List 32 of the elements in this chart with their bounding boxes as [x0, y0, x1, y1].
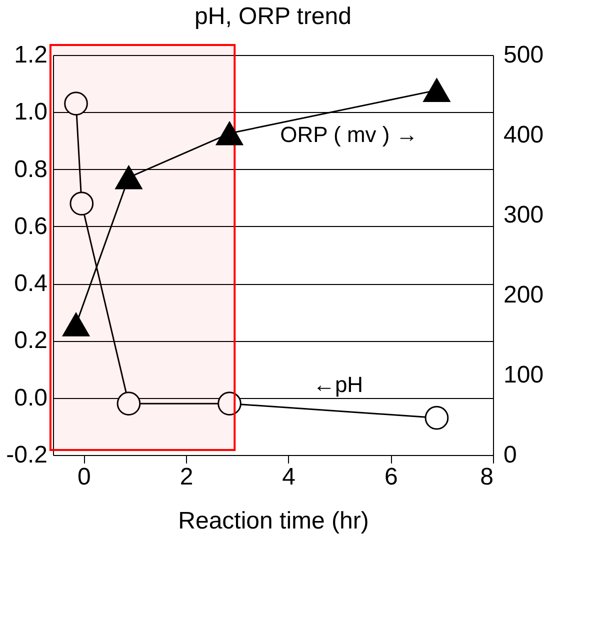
point: [216, 122, 244, 146]
point: [70, 192, 94, 216]
point: [62, 312, 90, 336]
chart-title: pH, ORP trend: [194, 3, 352, 30]
point: [218, 392, 242, 416]
point: [115, 166, 142, 190]
x-tick-label: 8: [480, 464, 494, 490]
y2-tick-label: 100: [504, 362, 544, 388]
annotation: ←pH: [312, 372, 364, 397]
x-tick-label: 6: [384, 464, 398, 490]
point: [64, 92, 88, 116]
y-tick-label: 0.2: [14, 327, 48, 354]
y2-tick-label: 200: [504, 282, 544, 308]
y2-tick-label: 0: [504, 442, 517, 468]
x-tick-label: 0: [78, 464, 91, 490]
y-tick-label: 0.8: [14, 156, 48, 183]
y2-tick-label: 400: [504, 122, 544, 148]
point: [423, 78, 450, 102]
y-tick-label: 1.2: [14, 42, 48, 68]
x-tick-label: 2: [180, 464, 194, 490]
point: [116, 392, 141, 416]
x-axis-title: Reaction time (hr): [178, 508, 369, 534]
y-tick-label: 1.0: [14, 98, 48, 126]
point: [424, 406, 449, 430]
y-tick-label: 0.0: [14, 384, 48, 412]
annotation: ORP ( mv ) →: [280, 122, 418, 147]
y2-tick-label: 500: [504, 42, 544, 68]
x-tick-label: 4: [282, 464, 296, 490]
y2-tick-label: 300: [504, 202, 544, 228]
y-tick-label: 0.6: [14, 212, 48, 240]
y-tick-label: -0.2: [6, 442, 48, 468]
y-tick-label: 0.4: [14, 270, 48, 298]
